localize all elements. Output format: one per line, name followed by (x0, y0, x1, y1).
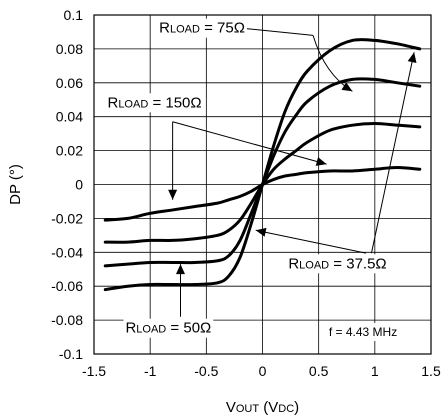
annotation-label-r75: RLOAD = 75Ω (159, 20, 245, 37)
annotation-label-r150: RLOAD = 150Ω (107, 94, 201, 111)
frequency-note: f = 4.43 MHz (329, 325, 397, 339)
annotation-main: R (288, 255, 299, 272)
arrow-head (255, 227, 267, 237)
y-tick-label: 0.1 (64, 7, 84, 23)
arrow-line (370, 52, 415, 254)
annotation-background (105, 93, 204, 113)
frequency-note-background (324, 322, 402, 341)
y-tick-label: 0.08 (56, 41, 83, 57)
annotation-subscript: LOAD (170, 24, 200, 36)
series-line (103, 38, 422, 292)
annotation-label-r50: RLOAD = 50Ω (125, 320, 211, 337)
y-tick-label: -0.1 (59, 346, 83, 362)
arrow-head (407, 52, 417, 64)
y-axis-label: DP (°) (7, 164, 24, 205)
annotation-background (286, 254, 389, 274)
x-tick-label: -1.5 (82, 363, 106, 379)
x-tick-label: 1 (371, 363, 379, 379)
y-tick-label: -0.04 (51, 244, 83, 260)
y-tick-label: -0.06 (51, 278, 83, 294)
arrow-line (172, 121, 327, 165)
annotation-main: R (159, 20, 170, 37)
y-tick-label: 0 (75, 177, 83, 193)
arrow-head (175, 264, 185, 275)
y-tick-label: 0.02 (56, 143, 83, 159)
x-tick-label: 0.5 (309, 363, 329, 379)
x-axis-label-sub2: DC (278, 403, 294, 415)
arrow-head (341, 82, 353, 92)
y-tick-label: 0.04 (56, 109, 83, 125)
annotation-subscript: LOAD (118, 98, 148, 110)
annotation-value: = 50Ω (166, 320, 211, 337)
annotation-background (123, 318, 214, 338)
x-tick-label: 1.5 (421, 363, 441, 379)
x-tick-label: 0 (259, 363, 267, 379)
annotation-arrows (168, 27, 417, 317)
annotation-value: = 75Ω (200, 20, 245, 37)
x-tick-label: -0.5 (194, 363, 218, 379)
annotation-subscript: LOAD (136, 324, 166, 336)
y-tick-label: 0.06 (56, 75, 83, 91)
annotation-main: R (125, 320, 136, 337)
x-tick-label: -1 (144, 363, 157, 379)
x-axis-label-main: V (226, 399, 236, 416)
plot-frame (93, 14, 432, 355)
arrow-head (315, 157, 327, 166)
x-axis-label: VOUT (VDC) (226, 399, 299, 416)
annotation-value: = 150Ω (148, 94, 201, 111)
annotation-subscript: LOAD (299, 259, 329, 271)
arrow-head (168, 189, 178, 200)
y-tick-label: -0.02 (51, 210, 83, 226)
x-axis-label-sub1: OUT (236, 403, 260, 415)
annotation-label-r375: RLOAD = 37.5Ω (288, 255, 386, 272)
y-tick-labels: 0.1 0.08 0.06 0.04 0.02 0 -0.02 -0.04 -0.06 -0.08… (51, 7, 83, 362)
x-tick-labels: -1.5 -1 -0.5 0 0.5 1 1.5 (82, 363, 441, 379)
y-tick-label: -0.08 (51, 312, 83, 328)
arrow-line (237, 27, 314, 36)
annotation-main: R (107, 94, 118, 111)
x-axis-label-mid: (V (259, 399, 278, 416)
arrow-line (255, 229, 366, 254)
x-axis-label-end: ) (294, 399, 299, 416)
annotation-value: = 37.5Ω (329, 255, 387, 272)
series-lines (103, 38, 422, 292)
annotation-background (157, 18, 247, 38)
